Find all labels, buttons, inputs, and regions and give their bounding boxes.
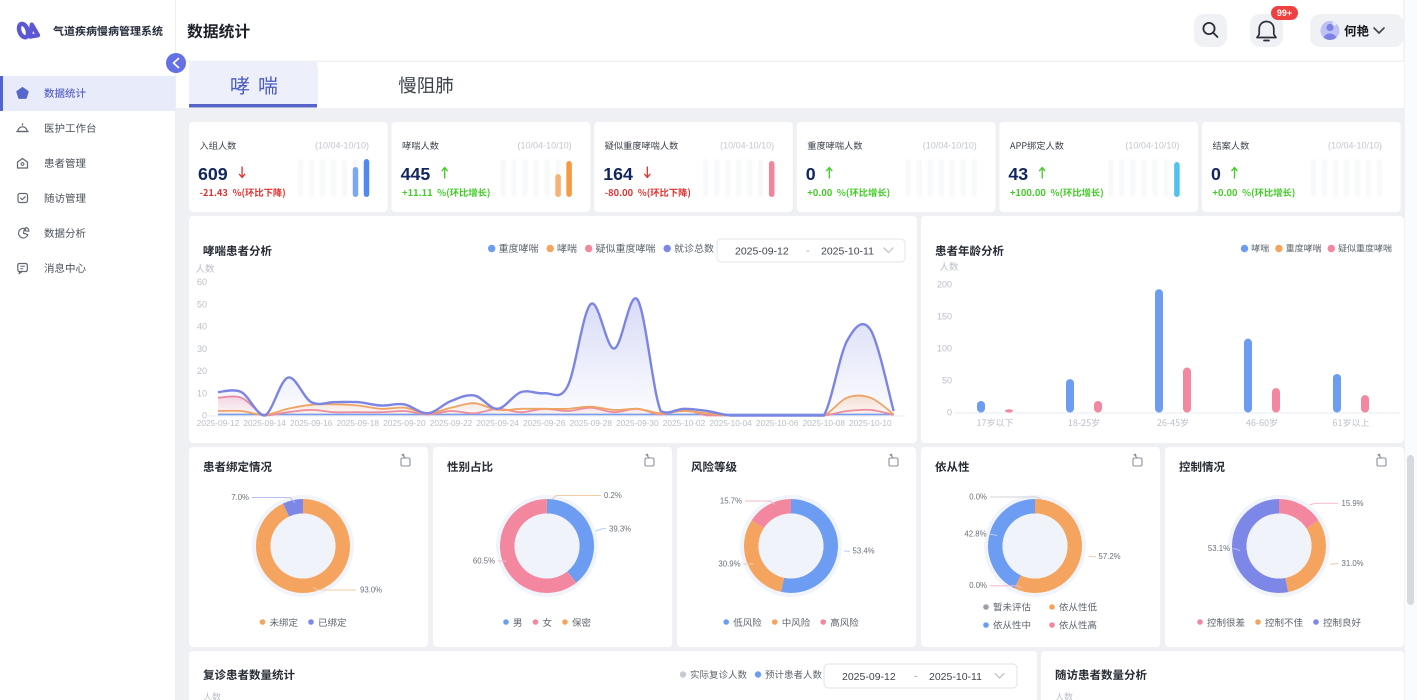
svg-text:(10/04-10/10): (10/04-10/10) bbox=[720, 141, 774, 151]
svg-text:93.0%: 93.0% bbox=[360, 586, 382, 595]
svg-text:42.8%: 42.8% bbox=[964, 530, 986, 539]
svg-text:60: 60 bbox=[197, 277, 207, 287]
svg-text:150: 150 bbox=[937, 311, 952, 321]
svg-text:0: 0 bbox=[806, 164, 816, 184]
svg-text:40: 40 bbox=[197, 322, 207, 332]
svg-text:57.2%: 57.2% bbox=[1099, 552, 1121, 561]
svg-text:30: 30 bbox=[197, 344, 207, 354]
svg-text:30.9%: 30.9% bbox=[718, 560, 740, 569]
svg-text:15.9%: 15.9% bbox=[1342, 499, 1364, 508]
svg-text:50: 50 bbox=[197, 299, 207, 309]
svg-text:53.1%: 53.1% bbox=[1208, 544, 1230, 553]
svg-text:2025-10-04: 2025-10-04 bbox=[709, 418, 752, 428]
svg-text:10: 10 bbox=[197, 388, 207, 398]
svg-text:2025-09-30: 2025-09-30 bbox=[616, 418, 659, 428]
svg-text:7.0%: 7.0% bbox=[231, 493, 249, 502]
svg-text:50: 50 bbox=[942, 376, 952, 386]
svg-text:31.0%: 31.0% bbox=[1342, 559, 1364, 568]
svg-text:0: 0 bbox=[1211, 164, 1221, 184]
svg-text:0.2%: 0.2% bbox=[604, 491, 622, 500]
svg-text:2025-09-26: 2025-09-26 bbox=[523, 418, 566, 428]
svg-text:-: - bbox=[806, 245, 810, 257]
svg-text:2025-09-20: 2025-09-20 bbox=[383, 418, 426, 428]
svg-text:2025-09-28: 2025-09-28 bbox=[570, 418, 613, 428]
svg-text:2025-09-12: 2025-09-12 bbox=[197, 418, 240, 428]
svg-text:(10/04-10/10): (10/04-10/10) bbox=[518, 141, 572, 151]
svg-text:2025-09-16: 2025-09-16 bbox=[290, 418, 333, 428]
svg-text:2025-10-02: 2025-10-02 bbox=[663, 418, 706, 428]
svg-text:2025-09-12: 2025-09-12 bbox=[842, 671, 896, 683]
svg-text:2025-09-12: 2025-09-12 bbox=[735, 246, 789, 258]
svg-text:60.5%: 60.5% bbox=[473, 557, 495, 566]
svg-text:53.4%: 53.4% bbox=[853, 547, 875, 556]
svg-text:2025-10-11: 2025-10-11 bbox=[929, 671, 982, 683]
svg-text:2025-10-08: 2025-10-08 bbox=[803, 418, 846, 428]
svg-text:609: 609 bbox=[198, 164, 228, 184]
svg-text:2025-09-18: 2025-09-18 bbox=[337, 418, 380, 428]
svg-text:2025-10-06: 2025-10-06 bbox=[756, 418, 799, 428]
svg-text:15.7%: 15.7% bbox=[720, 497, 742, 506]
svg-text:2025-09-14: 2025-09-14 bbox=[243, 418, 286, 428]
svg-text:99+: 99+ bbox=[1277, 8, 1292, 18]
svg-text:39.3%: 39.3% bbox=[609, 524, 631, 533]
svg-text:164: 164 bbox=[603, 164, 633, 184]
svg-text:20: 20 bbox=[197, 366, 207, 376]
svg-text:445: 445 bbox=[401, 164, 431, 184]
svg-text:0.0%: 0.0% bbox=[969, 493, 987, 502]
svg-text:2025-09-22: 2025-09-22 bbox=[430, 418, 473, 428]
svg-text:(10/04-10/10): (10/04-10/10) bbox=[1328, 141, 1382, 151]
svg-text:43: 43 bbox=[1008, 164, 1028, 184]
svg-text:0: 0 bbox=[202, 411, 207, 421]
svg-text:(10/04-10/10): (10/04-10/10) bbox=[1125, 141, 1179, 151]
svg-text:0: 0 bbox=[947, 408, 952, 418]
svg-text:(10/04-10/10): (10/04-10/10) bbox=[923, 141, 977, 151]
svg-text:0.0%: 0.0% bbox=[969, 581, 987, 590]
svg-text:2025-10-10: 2025-10-10 bbox=[849, 418, 892, 428]
svg-text:2025-09-24: 2025-09-24 bbox=[476, 418, 519, 428]
svg-text:2025-10-11: 2025-10-11 bbox=[821, 246, 874, 258]
svg-text:-: - bbox=[914, 671, 918, 683]
svg-text:(10/04-10/10): (10/04-10/10) bbox=[315, 141, 369, 151]
svg-text:100: 100 bbox=[937, 344, 952, 354]
svg-text:200: 200 bbox=[937, 279, 952, 289]
